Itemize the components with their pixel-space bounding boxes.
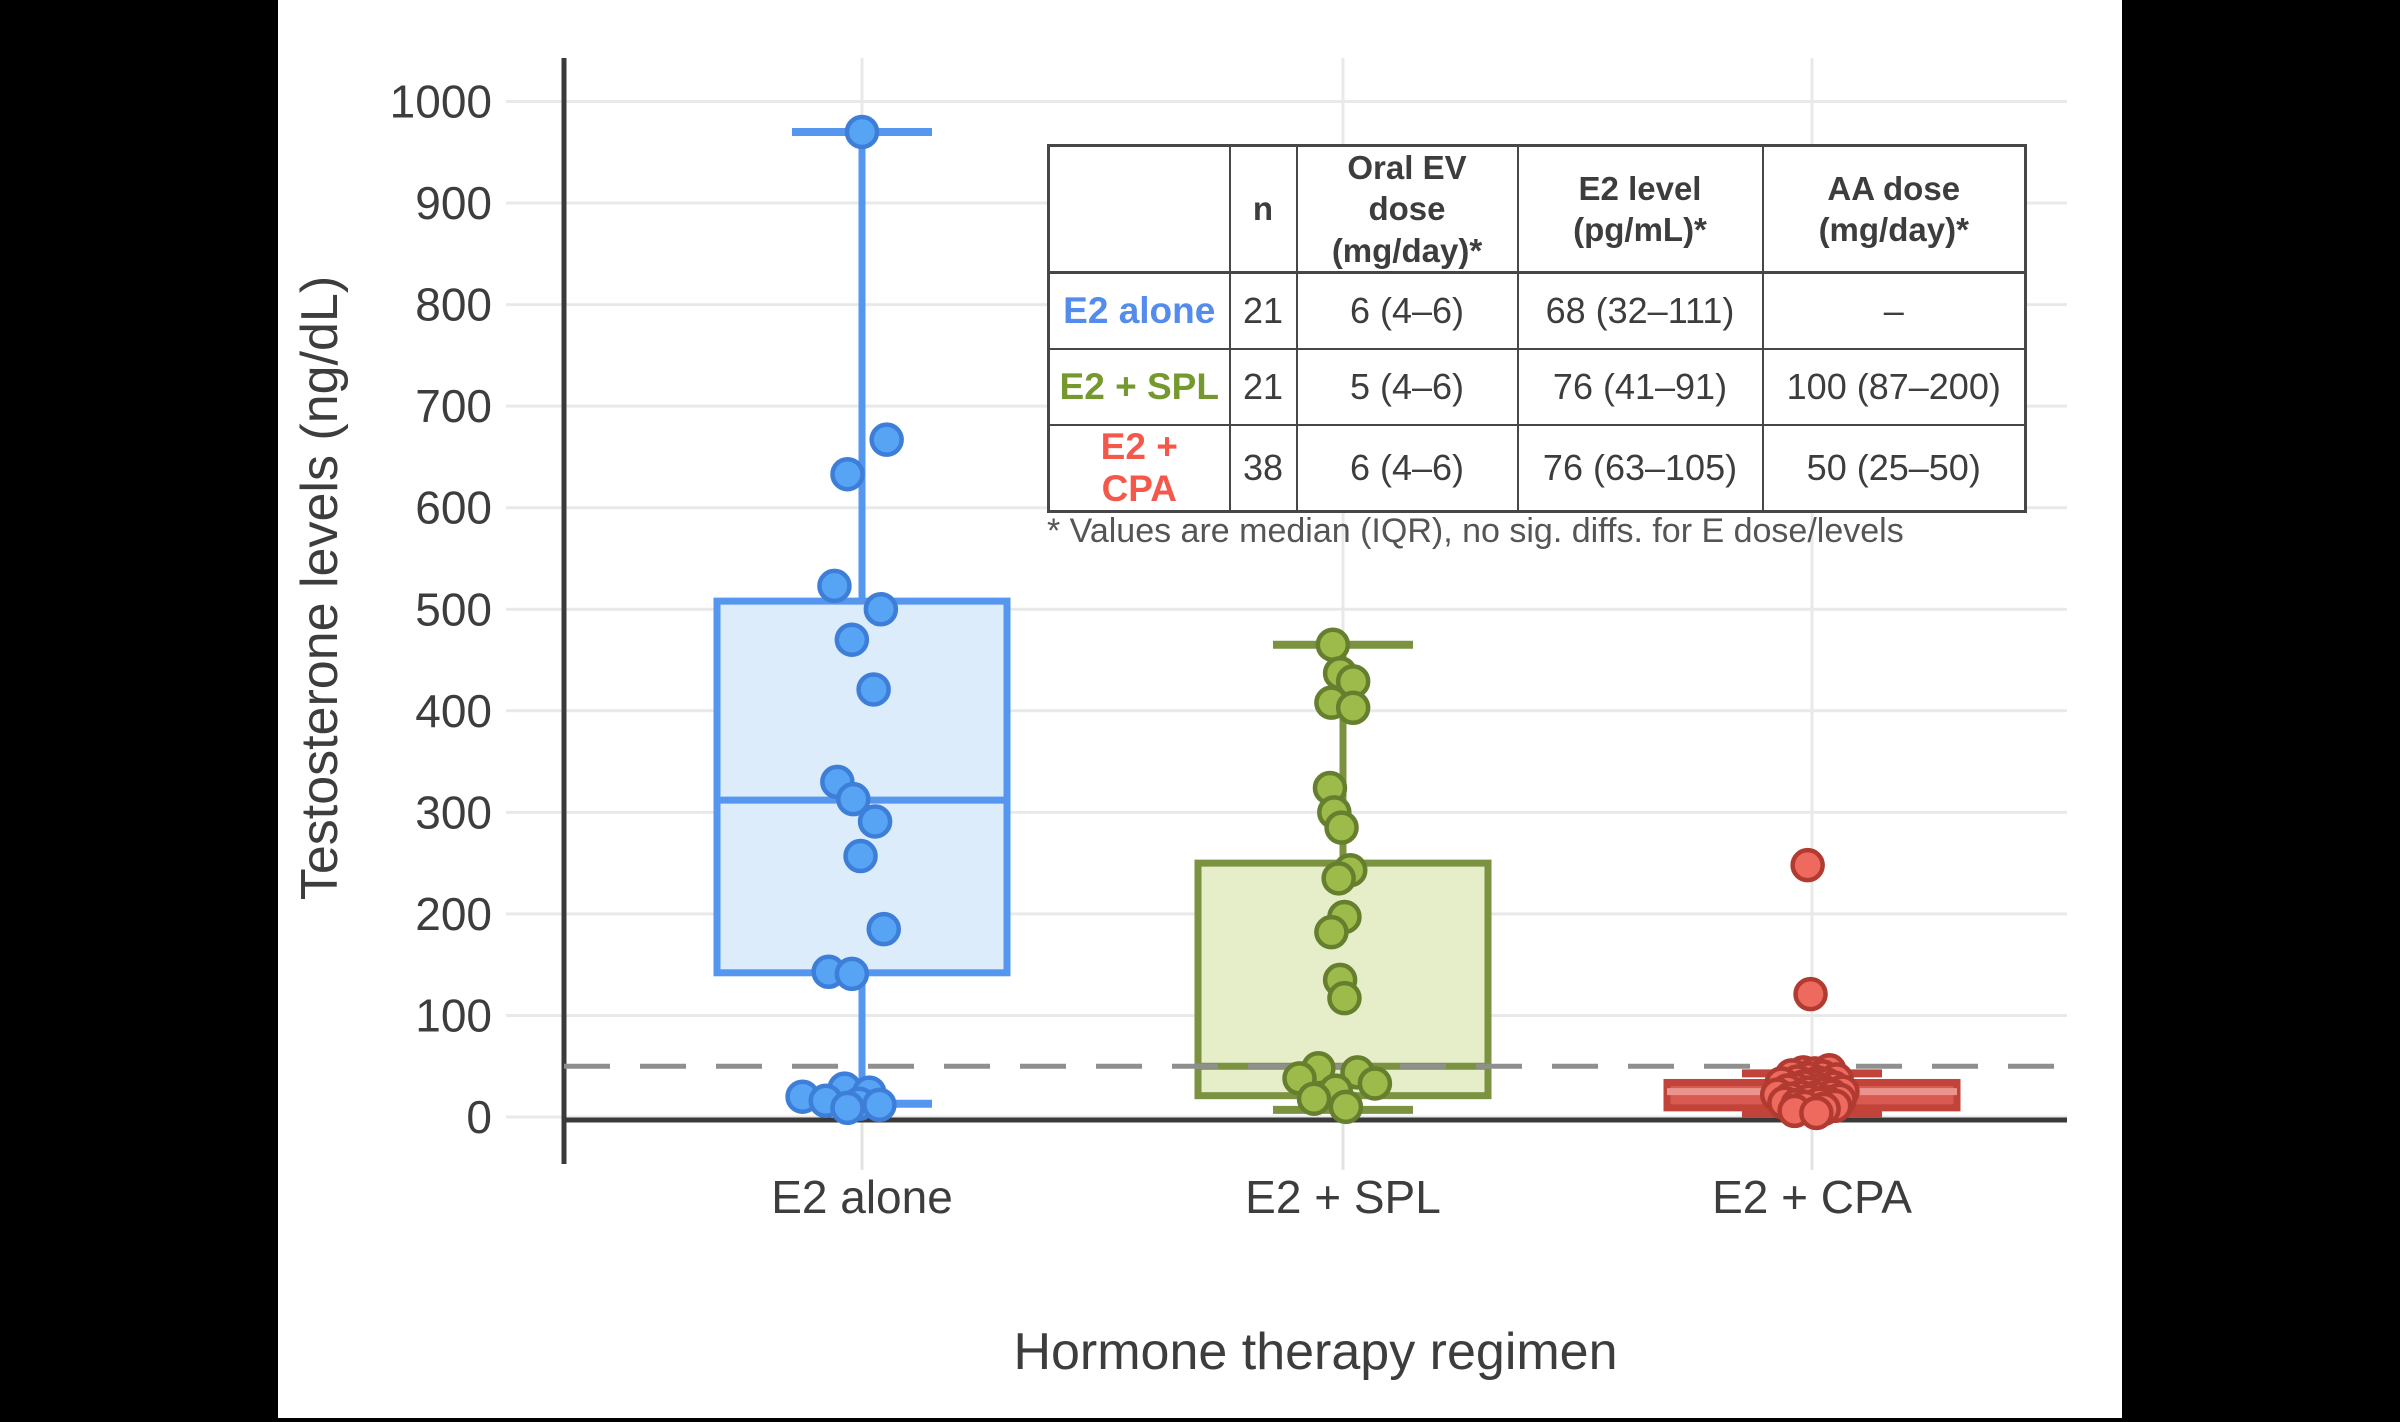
table-header-row: n Oral EV dose (mg/day)* E2 level (pg/mL…	[1047, 144, 2027, 274]
x-axis-title: Hormone therapy regimen	[1013, 1323, 1618, 1381]
table-header-aa-dose: AA dose (mg/day)*	[1761, 144, 2027, 274]
cell-e2level-e2-cpa: 76 (63–105)	[1516, 423, 1764, 513]
row-label-e2-alone: E2 alone	[1047, 271, 1231, 350]
data-point-e2-spl	[1335, 690, 1371, 726]
cell-ev-e2-cpa: 6 (4–6)	[1295, 423, 1519, 513]
data-point-e2-spl	[1314, 914, 1349, 950]
cell-aa-e2-spl: 100 (87–200)	[1761, 347, 2027, 426]
row-label-e2-spl: E2 + SPL	[1047, 347, 1231, 426]
table-header-blank	[1047, 144, 1231, 274]
table-row-e2-spl: E2 + SPL 21 5 (4–6) 76 (41–91) 100 (87–2…	[1047, 347, 2027, 426]
y-tick-label-100: 100	[415, 989, 492, 1041]
data-point-e2-alone	[862, 1087, 897, 1123]
data-point-e2-spl	[1328, 1089, 1364, 1125]
data-point-e2-alone	[834, 622, 870, 657]
y-tick-label-700: 700	[415, 380, 492, 432]
data-point-e2-alone	[866, 911, 901, 947]
row-label-e2-cpa: E2 + CPA	[1047, 423, 1231, 513]
summary-table: n Oral EV dose (mg/day)* E2 level (pg/mL…	[1047, 144, 2027, 513]
cell-aa-e2-cpa: 50 (25–50)	[1761, 423, 2027, 513]
data-point-e2-alone	[863, 592, 899, 627]
data-point-e2-alone	[857, 804, 893, 839]
cell-e2level-e2-spl: 76 (41–91)	[1516, 347, 1764, 426]
y-tick-label-0: 0	[466, 1091, 492, 1143]
cell-ev-e2-alone: 6 (4–6)	[1295, 271, 1519, 350]
data-point-e2-alone	[834, 956, 870, 992]
data-point-e2-spl	[1324, 810, 1359, 845]
data-point-e2-spl	[1296, 1081, 1332, 1116]
data-point-e2-alone	[844, 114, 880, 150]
cell-n-e2-alone: 21	[1228, 271, 1298, 350]
table-row-e2-cpa: E2 + CPA 38 6 (4–6) 76 (63–105) 50 (25–5…	[1047, 423, 2027, 513]
data-point-e2-spl	[1321, 861, 1356, 896]
y-tick-label-1000: 1000	[390, 76, 492, 128]
table-row-e2-alone: E2 alone 21 6 (4–6) 68 (32–111) –	[1047, 271, 2027, 350]
cell-aa-e2-alone: –	[1761, 271, 2027, 350]
data-point-e2-spl	[1357, 1066, 1393, 1101]
table-header-n: n	[1228, 144, 1298, 274]
data-point-e2-cpa	[1790, 847, 1825, 883]
table-footnote: * Values are median (IQR), no sig. diffs…	[1047, 512, 1904, 550]
y-tick-label-200: 200	[415, 888, 492, 940]
table-header-e2-level: E2 level (pg/mL)*	[1516, 144, 1764, 274]
x-tick-label-e2-alone: E2 alone	[771, 1171, 953, 1223]
data-point-e2-cpa	[1793, 976, 1828, 1012]
data-point-e2-spl	[1327, 980, 1362, 1016]
data-point-e2-alone	[817, 568, 852, 604]
y-tick-label-800: 800	[415, 279, 492, 331]
table-header-ev-dose: Oral EV dose (mg/day)*	[1295, 144, 1519, 274]
y-tick-label-400: 400	[415, 685, 492, 737]
data-point-e2-alone	[843, 838, 878, 874]
data-point-e2-alone	[869, 422, 904, 457]
cell-e2level-e2-alone: 68 (32–111)	[1516, 271, 1764, 350]
data-point-e2-alone	[830, 456, 865, 492]
cell-n-e2-spl: 21	[1228, 347, 1298, 426]
cell-ev-e2-spl: 5 (4–6)	[1295, 347, 1519, 426]
data-point-e2-alone	[830, 1090, 865, 1126]
data-point-e2-alone	[836, 781, 871, 817]
data-point-e2-cpa	[1799, 1095, 1834, 1131]
data-point-e2-spl	[1315, 627, 1351, 663]
cell-n-e2-cpa: 38	[1228, 423, 1298, 513]
y-tick-label-900: 900	[415, 177, 492, 229]
data-point-e2-alone	[856, 672, 891, 707]
x-tick-label-e2-spl: E2 + SPL	[1245, 1171, 1441, 1223]
y-tick-label-500: 500	[415, 583, 492, 635]
y-axis-title: Testosterone levels (ng/dL)	[291, 275, 349, 901]
y-tick-label-300: 300	[415, 786, 492, 838]
x-tick-label-e2-cpa: E2 + CPA	[1712, 1171, 1912, 1223]
y-tick-label-600: 600	[415, 482, 492, 534]
